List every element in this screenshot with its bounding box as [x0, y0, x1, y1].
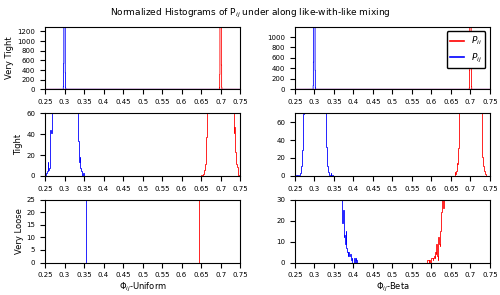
Y-axis label: Very Tight: Very Tight [6, 37, 15, 79]
Y-axis label: Very Loose: Very Loose [14, 208, 24, 254]
X-axis label: $\Phi_{ij}$-Uniform: $\Phi_{ij}$-Uniform [118, 281, 166, 294]
Y-axis label: Tight: Tight [14, 134, 24, 155]
X-axis label: $\Phi_{ij}$-Beta: $\Phi_{ij}$-Beta [376, 281, 410, 294]
Legend: $P_{ii}$, $P_{ij}$: $P_{ii}$, $P_{ij}$ [446, 31, 486, 68]
Text: Normalized Histograms of P$_{ij}$ under along like-with-like mixing: Normalized Histograms of P$_{ij}$ under … [110, 7, 390, 20]
